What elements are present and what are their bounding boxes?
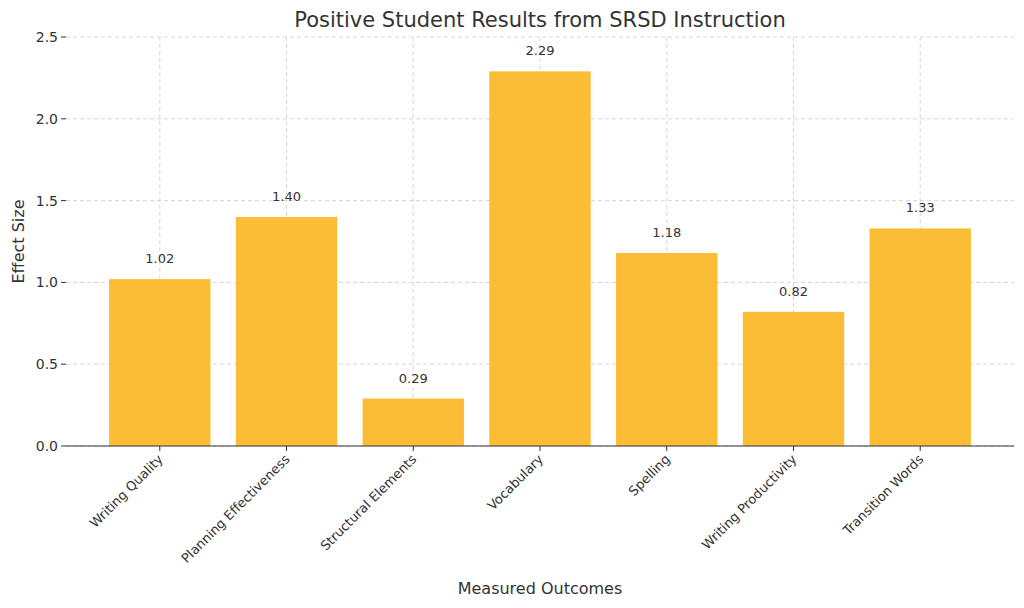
y-tick-label: 2.5 (36, 29, 58, 45)
y-tick-label: 0.5 (36, 356, 58, 372)
y-tick (61, 364, 66, 365)
data-label: 0.82 (779, 284, 808, 299)
x-tick-label: Writing Productivity (699, 451, 800, 552)
x-tick-label: Writing Quality (87, 451, 166, 530)
y-tick (61, 37, 66, 38)
x-tick (920, 446, 921, 451)
bar (236, 217, 337, 446)
data-label: 1.40 (272, 189, 301, 204)
grid (66, 37, 1014, 446)
x-tick (159, 446, 160, 451)
x-tick (666, 446, 667, 451)
x-tick (413, 446, 414, 451)
x-ticks: Writing QualityPlanning Effectiveness Str… (87, 446, 927, 566)
y-tick-label: 1.5 (36, 193, 58, 209)
y-tick (61, 282, 66, 283)
x-tick-label: Transition Words (839, 451, 926, 538)
bar (363, 399, 464, 446)
data-label: 1.18 (652, 225, 681, 240)
bar (489, 71, 590, 446)
y-tick-label: 2.0 (36, 111, 58, 127)
x-tick (793, 446, 794, 451)
bars (109, 71, 971, 446)
x-tick-label: Spelling (626, 452, 673, 499)
bar (743, 312, 844, 446)
background (0, 0, 1024, 608)
chart: 1.02 1.40 0.29 2.29 1.18 0.82 1.33 0.0 0.5 1.0 1.5… (0, 0, 1024, 608)
data-label: 1.02 (145, 251, 174, 266)
data-label: 0.29 (399, 371, 428, 386)
data-labels: 1.02 1.40 0.29 2.29 1.18 0.82 1.33 (145, 43, 934, 385)
title: Positive Student Results from SRSD Instr… (294, 8, 786, 32)
bar (616, 253, 717, 446)
bar (870, 228, 971, 446)
y-ticks: 0.0 0.5 1.0 1.5 2.0 2.5 (36, 29, 66, 454)
data-label: 1.33 (906, 200, 935, 215)
x-tick-label: Planning Effectiveness (178, 451, 292, 565)
data-label: 2.29 (526, 43, 555, 58)
x-tick-label: Structural Elements (318, 451, 420, 553)
x-tick (540, 446, 541, 451)
y-tick-label: 0.0 (36, 438, 58, 454)
x-tick (286, 446, 287, 451)
y-tick-label: 1.0 (36, 274, 58, 290)
y-tick (61, 446, 66, 447)
x-axis-label: Measured Outcomes (458, 579, 623, 598)
y-tick (61, 200, 66, 201)
y-tick (61, 118, 66, 119)
bar (109, 279, 210, 446)
x-tick-label: Vocabulary (485, 451, 547, 513)
y-axis-label: Effect Size (9, 200, 28, 284)
